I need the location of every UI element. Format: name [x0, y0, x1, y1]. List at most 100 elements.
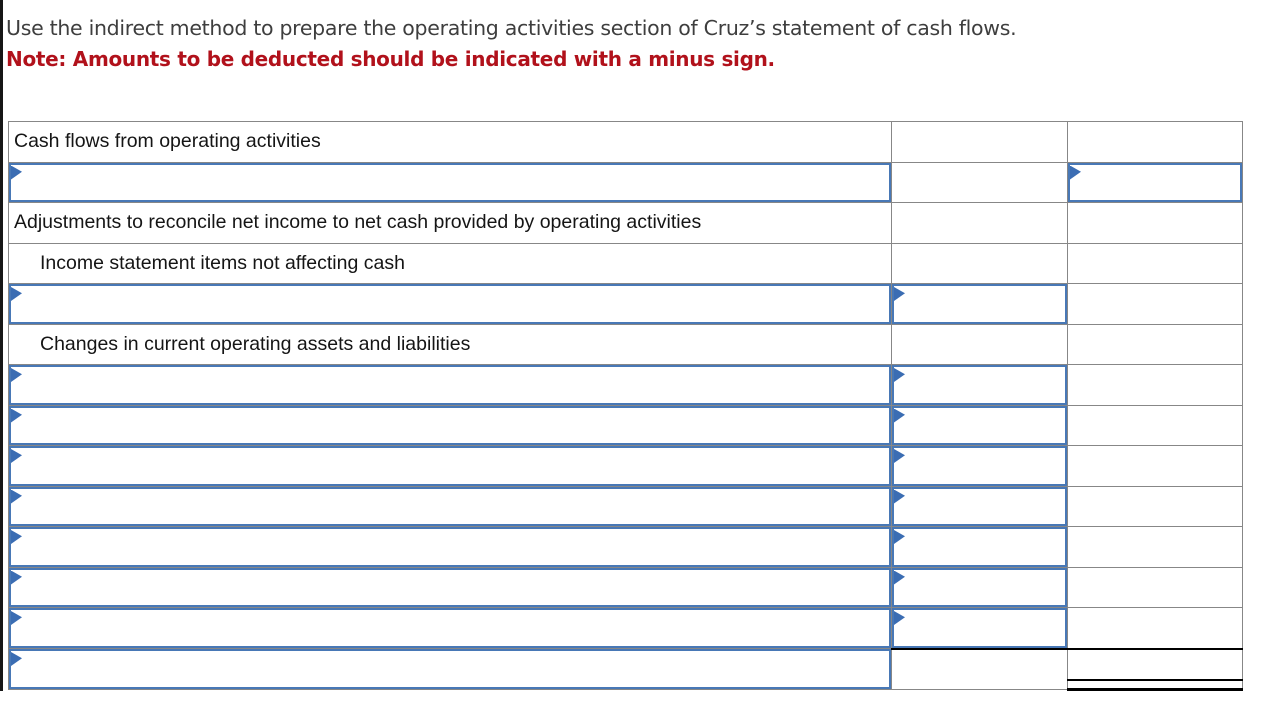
- table-row: Income statement items not affecting cas…: [8, 242, 1243, 284]
- row-label-cell: Changes in current operating assets and …: [8, 323, 892, 365]
- row-marker-icon: [11, 652, 22, 666]
- row-marker-icon: [894, 368, 905, 382]
- row-marker-icon: [11, 165, 22, 180]
- row-marker-icon: [894, 489, 905, 504]
- amount1-empty-cell: [891, 242, 1068, 284]
- amount1-empty-cell: [891, 161, 1068, 203]
- table-row: [8, 566, 1243, 608]
- row-marker-icon: [894, 530, 905, 544]
- row-marker-icon: [894, 287, 905, 301]
- amount1-cell: [891, 364, 1068, 406]
- amount2-empty-cell: [1067, 607, 1243, 649]
- amount1-cell: [891, 445, 1068, 487]
- description-cell: [8, 404, 892, 446]
- description-input[interactable]: [9, 527, 891, 567]
- amount-input[interactable]: [892, 567, 1067, 607]
- double-underline-rule: [1067, 679, 1243, 691]
- amount2-empty-cell: [1067, 283, 1243, 325]
- table-row: [8, 647, 1243, 691]
- amount-input[interactable]: [892, 446, 1067, 486]
- table-row: Changes in current operating assets and …: [8, 323, 1243, 365]
- row-marker-icon: [894, 570, 905, 585]
- row-label-cell: Cash flows from operating activities: [8, 121, 892, 163]
- row-marker-icon: [11, 530, 22, 544]
- description-cell: [8, 607, 892, 649]
- amount-input[interactable]: [892, 527, 1067, 567]
- table-row: [8, 161, 1243, 203]
- row-label: Cash flows from operating activities: [14, 130, 321, 152]
- amount2-empty-cell: [1067, 526, 1243, 568]
- description-input[interactable]: [9, 446, 891, 486]
- row-label-cell: Adjustments to reconcile net income to n…: [8, 202, 892, 244]
- description-cell: [8, 485, 892, 527]
- amount2-empty-cell: [1067, 364, 1243, 406]
- row-marker-icon: [11, 287, 22, 301]
- row-marker-icon: [11, 368, 22, 382]
- description-input[interactable]: [9, 567, 891, 607]
- description-input[interactable]: [9, 162, 891, 202]
- description-cell: [8, 445, 892, 487]
- table-row: [8, 607, 1243, 649]
- amount1-empty-cell: [891, 202, 1068, 244]
- amount1-cell: [891, 404, 1068, 446]
- amount2-cell: [1067, 161, 1243, 203]
- description-cell: [8, 648, 892, 690]
- instruction-text: Use the indirect method to prepare the o…: [6, 16, 1017, 40]
- amount-input[interactable]: [892, 608, 1067, 648]
- amount1-empty-cell: [891, 323, 1068, 365]
- instructions-block: Use the indirect method to prepare the o…: [6, 13, 1017, 75]
- note-text: Note: Amounts to be deducted should be i…: [6, 47, 775, 71]
- amount1-empty-cell: [891, 647, 1068, 690]
- row-marker-icon: [894, 408, 905, 423]
- amount1-cell: [891, 526, 1068, 568]
- amount-input[interactable]: [892, 284, 1067, 324]
- amount2-empty-cell: [1067, 202, 1243, 244]
- amount2-empty-cell: [1067, 121, 1243, 163]
- amount1-cell: [891, 485, 1068, 527]
- left-edge-rule: [0, 0, 3, 691]
- row-label-cell: Income statement items not affecting cas…: [8, 242, 892, 284]
- table-row: [8, 283, 1243, 325]
- row-marker-icon: [11, 489, 22, 504]
- description-cell: [8, 283, 892, 325]
- description-cell: [8, 566, 892, 608]
- amount-input[interactable]: [1068, 162, 1242, 202]
- description-input[interactable]: [9, 649, 891, 689]
- amount2-empty-cell: [1067, 566, 1243, 608]
- table-row: [8, 485, 1243, 527]
- amount1-cell: [891, 283, 1068, 325]
- amount2-empty-cell: [1067, 404, 1243, 446]
- description-input[interactable]: [9, 405, 891, 445]
- cash-flow-worksheet: Cash flows from operating activities Adj…: [8, 121, 1243, 691]
- description-input[interactable]: [9, 608, 891, 648]
- row-label: Changes in current operating assets and …: [40, 332, 471, 355]
- amount1-cell: [891, 607, 1068, 649]
- table-row: [8, 445, 1243, 487]
- amount2-empty-cell: [1067, 445, 1243, 487]
- description-input[interactable]: [9, 365, 891, 405]
- row-marker-icon: [894, 611, 905, 625]
- description-input[interactable]: [9, 486, 891, 526]
- amount-input[interactable]: [892, 365, 1067, 405]
- table-row: Cash flows from operating activities: [8, 121, 1243, 163]
- row-marker-icon: [11, 611, 22, 625]
- row-marker-icon: [11, 408, 22, 423]
- amount-input[interactable]: [892, 405, 1067, 445]
- description-cell: [8, 364, 892, 406]
- row-marker-icon: [894, 449, 905, 463]
- table-row: [8, 526, 1243, 568]
- amount2-empty-cell: [1067, 242, 1243, 284]
- row-label: Adjustments to reconcile net income to n…: [14, 211, 702, 233]
- amount2-empty-cell: [1067, 485, 1243, 527]
- amount1-empty-cell: [891, 121, 1068, 163]
- row-label: Income statement items not affecting cas…: [40, 251, 405, 274]
- amount-input[interactable]: [892, 486, 1067, 526]
- table-row: [8, 404, 1243, 446]
- table-row: Adjustments to reconcile net income to n…: [8, 202, 1243, 244]
- row-marker-icon: [1070, 165, 1081, 180]
- description-cell: [8, 161, 892, 203]
- amount2-empty-cell: [1067, 323, 1243, 365]
- row-marker-icon: [11, 449, 22, 463]
- description-cell: [8, 526, 892, 568]
- description-input[interactable]: [9, 284, 891, 324]
